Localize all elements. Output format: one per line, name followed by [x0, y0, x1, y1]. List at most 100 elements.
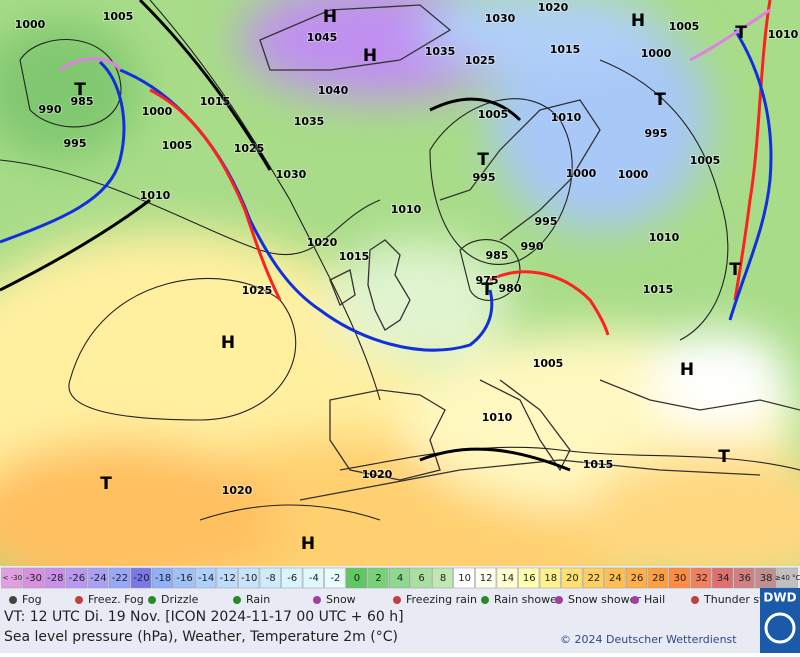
pressure-system: T	[100, 474, 112, 494]
scale-label: -12	[220, 573, 236, 584]
pressure-system: T	[477, 150, 489, 170]
scale-label: 24	[609, 573, 622, 584]
scale-label: ≥40 °C	[775, 574, 800, 582]
isobar-label: 1000	[15, 18, 46, 31]
copyright: © 2024 Deutscher Wetterdienst	[560, 633, 737, 646]
isobar-label: 995	[64, 137, 87, 150]
pressure-system: H	[221, 333, 235, 353]
pressure-system: T	[718, 447, 730, 467]
scale-label: 18	[544, 573, 557, 584]
scale-label: 32	[695, 573, 708, 584]
weather-label: Rain shower	[494, 593, 562, 606]
isobar-label: 1025	[242, 284, 273, 297]
scale-label: 12	[480, 573, 493, 584]
isobar-label: 1015	[550, 43, 581, 56]
isobar-label: 1040	[318, 84, 349, 97]
isobar-label: 1035	[425, 45, 456, 58]
isobar-label: 995	[645, 127, 668, 140]
isobar-label: 1005	[690, 154, 721, 167]
weather-icon	[481, 596, 489, 604]
description: Sea level pressure (hPa), Weather, Tempe…	[4, 629, 398, 645]
scale-label: 26	[631, 573, 644, 584]
scale-label: 38	[760, 573, 773, 584]
weather-icon	[691, 596, 699, 604]
scale-label: -6	[287, 573, 297, 584]
scale-label: -20	[133, 573, 149, 584]
isobar-label: 995	[535, 215, 558, 228]
weather-label: Freezing rain	[406, 593, 477, 606]
pressure-system: H	[680, 360, 694, 380]
isobar-label: 1005	[533, 357, 564, 370]
pressure-system: T	[735, 23, 747, 43]
pressure-system: H	[323, 7, 337, 27]
isobar-label: 1005	[478, 108, 509, 121]
isobar-label: 1000	[618, 168, 649, 181]
isobar-label: 1005	[162, 139, 193, 152]
scale-label: -4	[309, 573, 319, 584]
isobar-label: 1000	[641, 47, 672, 60]
scale-label: -26	[69, 573, 85, 584]
pressure-system: H	[301, 534, 315, 554]
scale-label: -2	[330, 573, 340, 584]
weather-label: Freez. Fog	[88, 593, 144, 606]
weather-icon	[393, 596, 401, 604]
weather-label: Rain	[246, 593, 270, 606]
pressure-system: T	[654, 90, 666, 110]
weather-icon	[555, 596, 563, 604]
isobar-label: 1035	[294, 115, 325, 128]
scale-label: 36	[738, 573, 751, 584]
isobar-label: 1020	[362, 468, 393, 481]
scale-label: -30	[26, 573, 42, 584]
isobar-label: 1010	[140, 189, 171, 202]
weather-label: Snow	[326, 593, 356, 606]
isobar-label: 990	[39, 103, 62, 116]
pressure-system: T	[729, 260, 741, 280]
scale-label: 14	[501, 573, 514, 584]
weather-label: Snow shower	[568, 593, 641, 606]
weather-label: Hail	[644, 593, 665, 606]
scale-label: 2	[375, 573, 381, 584]
isobar-label: 1010	[391, 203, 422, 216]
isobar-label: 1015	[583, 458, 614, 471]
isobar-label: 1005	[669, 20, 700, 33]
scale-label: 22	[587, 573, 600, 584]
isobar-label: 990	[521, 240, 544, 253]
isobar-label: 1045	[307, 31, 338, 44]
weather-icon	[75, 596, 83, 604]
scale-label: -18	[155, 573, 171, 584]
isobar-label: 980	[499, 282, 522, 295]
scale-label: 10	[458, 573, 471, 584]
isobar-label: 1000	[566, 167, 597, 180]
isobar-label: 1020	[307, 236, 338, 249]
dwd-logo-text: DWD	[763, 591, 796, 605]
isobar-label: 1020	[222, 484, 253, 497]
isobar-label: 995	[473, 171, 496, 184]
isobar-label: 1015	[643, 283, 674, 296]
scale-label: 6	[418, 573, 424, 584]
scale-label: -28	[47, 573, 63, 584]
isobar-label: 1030	[276, 168, 307, 181]
pressure-system: H	[363, 46, 377, 66]
weather-icon	[148, 596, 156, 604]
scale-label: 16	[523, 573, 536, 584]
isobar-label: 1010	[551, 111, 582, 124]
weather-icon	[9, 596, 17, 604]
scale-label: 28	[652, 573, 665, 584]
isobar-label: 1005	[103, 10, 134, 23]
weather-label: Drizzle	[161, 593, 199, 606]
scale-label: 8	[440, 573, 446, 584]
scale-label: 34	[717, 573, 730, 584]
scale-label: -8	[266, 573, 276, 584]
isobar-label: 1010	[482, 411, 513, 424]
isobar-label: 1015	[339, 250, 370, 263]
scale-label: -16	[176, 573, 192, 584]
valid-time: VT: 12 UTC Di. 19 Nov. [ICON 2024-11-17 …	[4, 609, 404, 625]
pressure-system: H	[631, 11, 645, 31]
scale-label: 30	[674, 573, 687, 584]
scale-label: 0	[354, 573, 360, 584]
isobar-label: 1010	[649, 231, 680, 244]
scale-label: -22	[112, 573, 128, 584]
isobar-label: 1025	[465, 54, 496, 67]
